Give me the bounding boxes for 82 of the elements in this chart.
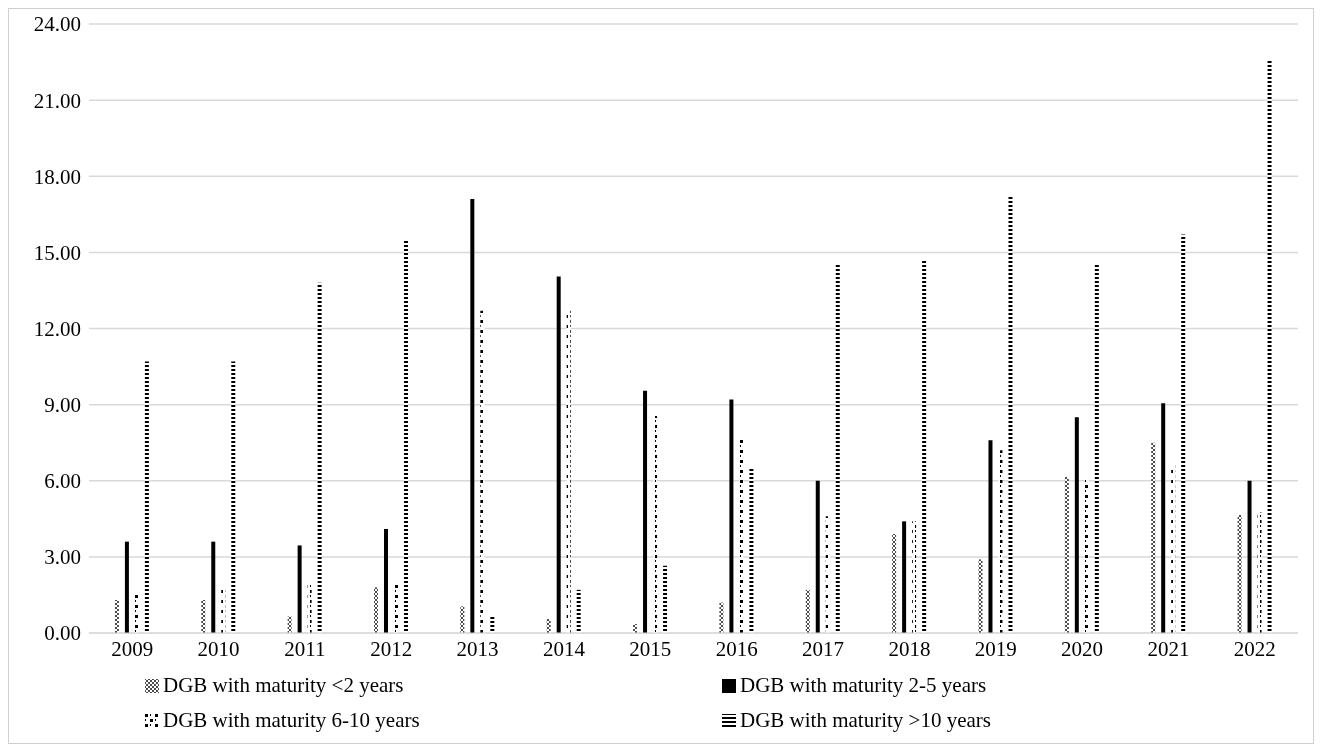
- bar: [1074, 417, 1079, 633]
- bar: [998, 450, 1003, 633]
- y-tick-label: 18.00: [33, 164, 81, 189]
- bar: [749, 468, 754, 633]
- bar: [460, 606, 465, 633]
- bar: [480, 310, 485, 633]
- y-tick-label: 6.00: [44, 469, 81, 494]
- bar: [719, 602, 724, 633]
- bar: [1008, 196, 1013, 633]
- x-tick-label: 2016: [715, 636, 758, 661]
- bar: [144, 361, 149, 633]
- legend-label: DGB with maturity 2-5 years: [740, 673, 987, 698]
- x-tick-label: 2009: [111, 636, 154, 661]
- x-tick-label: 2013: [456, 636, 499, 661]
- bar: [566, 310, 571, 633]
- bar: [902, 521, 907, 633]
- bar: [1171, 464, 1176, 633]
- bar: [393, 584, 398, 633]
- bar: [201, 600, 206, 633]
- bar: [643, 390, 648, 633]
- bar: [729, 399, 734, 633]
- bar: [1237, 515, 1242, 633]
- bar: [653, 416, 658, 633]
- x-tick-label: 2011: [284, 636, 326, 661]
- x-tick-label: 2014: [542, 636, 586, 661]
- x-tick-label: 2017: [802, 636, 845, 661]
- x-tick-label: 2022: [1233, 636, 1276, 661]
- bar: [1084, 479, 1089, 633]
- bar: [922, 259, 927, 633]
- bar: [490, 615, 495, 633]
- legend-label: DGB with maturity <2 years: [163, 673, 404, 698]
- bar: [1267, 59, 1272, 633]
- bar: [1257, 512, 1262, 633]
- legend-label: DGB with maturity >10 years: [740, 708, 991, 733]
- bar: [373, 587, 378, 633]
- bar: [1151, 442, 1156, 633]
- bar: [1181, 234, 1186, 633]
- bar: [231, 361, 236, 633]
- bar: [805, 589, 810, 633]
- bar: [546, 619, 551, 633]
- bar: [1161, 403, 1166, 633]
- x-tick-label: 2010: [197, 636, 240, 661]
- bar: [892, 534, 897, 633]
- x-tick-label: 2012: [370, 636, 413, 661]
- y-tick-label: 0.00: [44, 621, 81, 646]
- bar: [988, 440, 993, 633]
- bar: [912, 521, 917, 633]
- bar: [1064, 476, 1069, 633]
- bar: [470, 199, 475, 633]
- x-tick-label: 2019: [974, 636, 1017, 661]
- bar: [383, 528, 388, 633]
- bar: [211, 541, 216, 633]
- bar: [114, 600, 119, 633]
- x-tick-label: 2020: [1061, 636, 1104, 661]
- bar: [317, 282, 322, 633]
- legend-label: DGB with maturity 6-10 years: [163, 708, 420, 733]
- bar: [403, 239, 408, 633]
- bar: [221, 589, 226, 633]
- bar: [576, 589, 581, 633]
- y-tick-label: 15.00: [33, 240, 81, 265]
- y-tick-label: 9.00: [44, 393, 81, 418]
- x-tick-label: 2015: [629, 636, 672, 661]
- bar: [134, 594, 139, 633]
- y-tick-label: 3.00: [44, 545, 81, 570]
- y-tick-label: 12.00: [33, 316, 81, 341]
- bar: [978, 559, 983, 633]
- bar: [297, 545, 302, 633]
- x-tick-label: 2021: [1147, 636, 1190, 661]
- bar: [287, 616, 292, 633]
- bar: [307, 584, 312, 633]
- y-tick-label: 21.00: [33, 88, 81, 113]
- bar: [663, 565, 668, 633]
- bar: [825, 516, 830, 633]
- y-tick-label: 24.00: [33, 12, 81, 37]
- bar: [556, 276, 561, 633]
- bar: [124, 541, 129, 633]
- bar: [739, 437, 744, 633]
- bar: [1247, 480, 1252, 633]
- bar: [815, 480, 820, 633]
- bar: [1094, 263, 1099, 633]
- x-tick-label: 2018: [888, 636, 931, 661]
- bar: [835, 265, 840, 633]
